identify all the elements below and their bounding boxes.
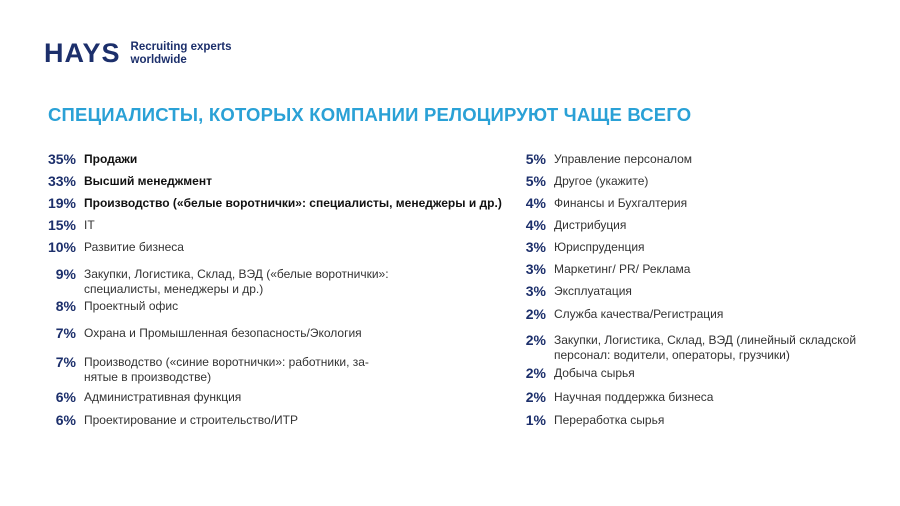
item-label: Другое (укажите) bbox=[554, 174, 649, 188]
item-label: Развитие бизнеса bbox=[84, 240, 184, 254]
percent-value: 7% bbox=[55, 325, 76, 341]
item-label: Проектирование и строительство/ИТР bbox=[84, 413, 299, 427]
item-label: Финансы и Бухгалтерия bbox=[554, 196, 688, 210]
list-item: 7% Охрана и Промышленная безопасность/Эк… bbox=[40, 325, 362, 341]
list-item: 4% Дистрибуция bbox=[510, 217, 627, 233]
list-item: 2% Закупки, Логистика, Склад, ВЭД (линей… bbox=[510, 332, 856, 362]
list-item: 2% Добыча сырья bbox=[510, 365, 635, 381]
item-label: Высший менеджмент bbox=[84, 174, 212, 188]
percent-value: 2% bbox=[525, 332, 546, 348]
percent-value: 6% bbox=[55, 412, 76, 428]
percent-value: 8% bbox=[55, 298, 76, 314]
item-label-line-1: Закупки, Логистика, Склад, ВЭД («белые в… bbox=[84, 267, 389, 281]
item-label-line-2: нятые в производстве) bbox=[84, 369, 212, 384]
item-label: Юриспруденция bbox=[554, 240, 645, 254]
percent-value: 7% bbox=[55, 354, 76, 370]
percent-value: 1% bbox=[525, 412, 546, 428]
list-item: 3% Юриспруденция bbox=[510, 239, 645, 255]
percent-value: 3% bbox=[525, 261, 546, 277]
logo-brand: HAYS bbox=[44, 38, 121, 68]
item-label-line-1: Закупки, Логистика, Склад, ВЭД (линейный… bbox=[554, 333, 857, 347]
list-item: 6% Административная функция bbox=[40, 389, 242, 405]
list-item: 1% Переработка сырья bbox=[510, 412, 665, 428]
list-item: 33% Высший менеджмент bbox=[40, 173, 212, 189]
item-label: Закупки, Логистика, Склад, ВЭД («белые в… bbox=[84, 266, 389, 296]
item-label: Производство («синие воротнички»: работн… bbox=[84, 354, 369, 384]
percent-value: 35% bbox=[47, 151, 76, 167]
item-label-line-2: персонал: водители, операторы, грузчики) bbox=[554, 347, 790, 362]
item-label: Маркетинг/ PR/ Реклама bbox=[554, 262, 691, 276]
item-label: Охрана и Промышленная безопасность/Эколо… bbox=[84, 326, 362, 340]
item-label: Производство («белые воротнички»: специа… bbox=[84, 196, 502, 210]
logo-tagline-line-2: worldwide bbox=[130, 53, 187, 66]
list-item: 5% Управление персоналом bbox=[510, 151, 692, 167]
list-item: 19% Производство («белые воротнички»: сп… bbox=[40, 195, 502, 211]
item-label: Продажи bbox=[84, 152, 138, 166]
logo-tagline: Recruiting experts worldwide bbox=[131, 41, 232, 67]
list-item: 6% Проектирование и строительство/ИТР bbox=[40, 412, 298, 428]
item-label: Управление персоналом bbox=[554, 152, 693, 166]
percent-value: 9% bbox=[55, 266, 76, 282]
percent-value: 5% bbox=[525, 173, 546, 189]
item-label-line-2: специалисты, менеджеры и др.) bbox=[84, 281, 264, 296]
percent-value: 3% bbox=[525, 283, 546, 299]
item-label: Переработка сырья bbox=[554, 413, 665, 427]
percent-value: 5% bbox=[525, 151, 546, 167]
list-item: 7% Производство («синие воротнички»: раб… bbox=[40, 354, 369, 384]
list-item: 15% IT bbox=[40, 217, 95, 233]
list-item: 2% Служба качества/Регистрация bbox=[510, 306, 724, 322]
list-item: 10% Развитие бизнеса bbox=[40, 239, 184, 255]
item-label: Закупки, Логистика, Склад, ВЭД (линейный… bbox=[554, 332, 856, 362]
list-item: 2% Научная поддержка бизнеса bbox=[510, 389, 714, 405]
list-item: 4% Финансы и Бухгалтерия bbox=[510, 195, 687, 211]
hays-logo: HAYS Recruiting experts worldwide bbox=[44, 40, 232, 67]
percent-value: 33% bbox=[47, 173, 76, 189]
item-label: Научная поддержка бизнеса bbox=[554, 390, 714, 404]
percent-value: 19% bbox=[47, 195, 76, 211]
list-item: 3% Маркетинг/ PR/ Реклама bbox=[510, 261, 691, 277]
percent-value: 3% bbox=[525, 239, 546, 255]
logo-tagline-line-1: Recruiting experts bbox=[130, 40, 232, 53]
page-title: СПЕЦИАЛИСТЫ, КОТОРЫХ КОМПАНИИ РЕЛОЦИРУЮТ… bbox=[48, 104, 692, 125]
percent-value: 15% bbox=[47, 217, 76, 233]
list-item: 35% Продажи bbox=[40, 151, 137, 167]
item-label: Эксплуатация bbox=[554, 284, 632, 298]
percent-value: 4% bbox=[525, 195, 546, 211]
list-item: 3% Эксплуатация bbox=[510, 283, 632, 299]
list-item: 5% Другое (укажите) bbox=[510, 173, 649, 189]
item-label: Добыча сырья bbox=[554, 366, 635, 380]
percent-value: 2% bbox=[525, 389, 546, 405]
item-label: Служба качества/Регистрация bbox=[554, 307, 724, 321]
item-label: Проектный офис bbox=[84, 299, 179, 313]
list-item: 9% Закупки, Логистика, Склад, ВЭД («белы… bbox=[40, 266, 389, 296]
item-label: Дистрибуция bbox=[554, 218, 627, 232]
percent-value: 10% bbox=[47, 239, 76, 255]
percent-value: 2% bbox=[525, 365, 546, 381]
percent-value: 4% bbox=[525, 217, 546, 233]
item-label-line-1: Производство («синие воротнички»: работн… bbox=[84, 355, 369, 369]
percent-value: 6% bbox=[55, 389, 76, 405]
item-label: Административная функция bbox=[84, 390, 242, 404]
percent-value: 2% bbox=[525, 306, 546, 322]
item-label: IT bbox=[84, 218, 95, 232]
list-item: 8% Проектный офис bbox=[40, 298, 178, 314]
